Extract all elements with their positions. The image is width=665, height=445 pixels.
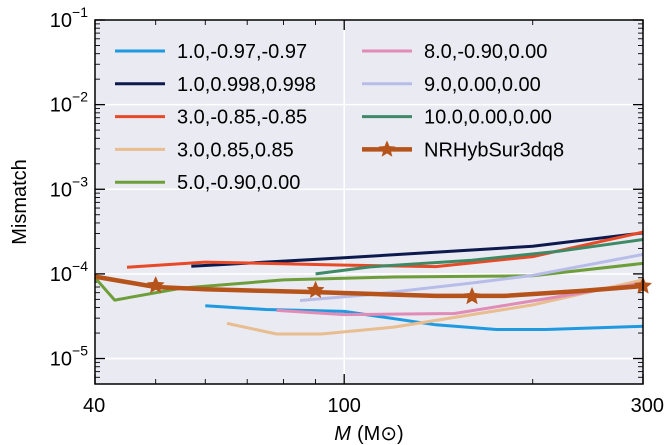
y-tick-label-exponent: −1 [72, 4, 88, 20]
series-marker-star [462, 286, 482, 305]
y-tick-label: 10−2 [50, 89, 88, 117]
legend-label-7: 10.0,0.00,0.00 [424, 107, 552, 129]
y-axis-title: Mismatch [9, 159, 31, 245]
legend-swatch-star [378, 140, 396, 157]
legend-label-3: 3.0,0.85,0.85 [177, 139, 294, 161]
series-line-5 [276, 281, 644, 317]
y-tick-label: 10−1 [50, 4, 88, 32]
x-tick-label: 300 [631, 395, 664, 417]
y-tick-label: 10−3 [50, 173, 88, 201]
legend-label-4: 5.0,-0.90,0.00 [177, 172, 300, 194]
plot-frame [94, 19, 644, 385]
legend: 1.0,-0.97,-0.97 1.0,0.998,0.998 3.0,-0.85,… [115, 41, 564, 194]
series-line-7 [315, 238, 644, 276]
y-tick-label: 10−4 [50, 258, 88, 286]
legend-label-0: 1.0,-0.97,-0.97 [177, 41, 307, 63]
y-tick-label-exponent: −5 [72, 343, 88, 359]
series-line-6 [299, 252, 644, 302]
legend-label-2: 3.0,-0.85,-0.85 [177, 107, 307, 129]
x-tick-label: 40 [83, 395, 105, 417]
y-tick-label: 10−5 [50, 343, 88, 371]
x-axis-title-symbol: M [334, 423, 351, 445]
legend-label-1: 1.0,0.998,0.998 [177, 74, 316, 96]
legend-label-8: NRHybSur3dq8 [424, 139, 564, 161]
series-line-0 [205, 304, 644, 331]
x-axis-title: M (M⊙) [334, 423, 403, 445]
legend-label-5: 8.0,-0.90,0.00 [424, 41, 547, 63]
plot-background [95, 20, 643, 384]
x-axis-title-unit: (M⊙) [357, 423, 404, 445]
series-marker-star [306, 280, 325, 299]
series-markers [146, 275, 653, 305]
legend-label-6: 9.0,0.00,0.00 [424, 74, 541, 96]
series-marker-star [146, 275, 165, 294]
y-tick-label-exponent: −2 [72, 89, 88, 105]
series-line-3 [226, 278, 644, 336]
x-tick-label: 100 [328, 395, 361, 417]
y-tick-label-exponent: −4 [72, 258, 88, 274]
y-tick-label-exponent: −3 [72, 173, 88, 189]
